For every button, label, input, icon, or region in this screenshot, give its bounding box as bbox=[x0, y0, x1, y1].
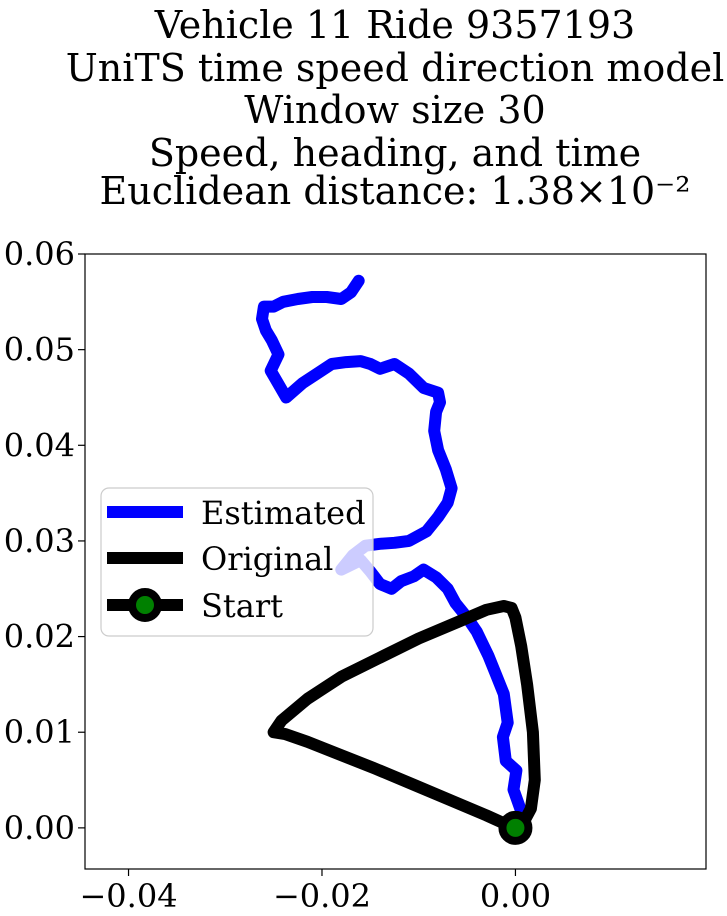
y-tick-label: 0.03 bbox=[4, 522, 75, 560]
y-tick-label: 0.05 bbox=[4, 331, 75, 369]
y-tick-label: 0.04 bbox=[4, 426, 75, 464]
y-axis: 0.00 0.01 0.02 0.03 0.04 0.05 0.06 bbox=[4, 235, 85, 847]
chart-title: Vehicle 11 Ride 9357193 UniTS time speed… bbox=[66, 3, 725, 213]
legend: Estimated Original Start bbox=[100, 487, 374, 637]
plot-frame bbox=[84, 253, 707, 870]
x-tick-label: −0.04 bbox=[79, 877, 177, 915]
x-axis: −0.04 −0.02 0.00 bbox=[79, 869, 551, 915]
y-tick-label: 0.02 bbox=[4, 618, 75, 656]
legend-swatch-start-marker bbox=[128, 588, 162, 622]
y-tick-label: 0.01 bbox=[4, 713, 75, 751]
legend-label-estimated: Estimated bbox=[201, 494, 366, 532]
title-line-4: Speed, heading, and time bbox=[149, 131, 641, 175]
start-marker-layer bbox=[498, 810, 533, 845]
series-layer bbox=[256, 274, 541, 834]
y-tick-label: 0.06 bbox=[4, 235, 75, 273]
legend-label-start: Start bbox=[201, 587, 283, 625]
series-line-original bbox=[267, 600, 541, 834]
legend-label-original: Original bbox=[201, 540, 333, 578]
x-tick-label: −0.02 bbox=[273, 877, 371, 915]
x-tick-label: 0.00 bbox=[480, 877, 551, 915]
title-line-1: Vehicle 11 Ride 9357193 bbox=[154, 3, 635, 47]
title-line-2: UniTS time speed direction model bbox=[66, 46, 725, 90]
y-tick-label: 0.00 bbox=[4, 809, 75, 847]
start-marker bbox=[498, 810, 533, 845]
series-line-estimated bbox=[256, 274, 527, 815]
title-line-3: Window size 30 bbox=[244, 88, 545, 132]
title-line-5: Euclidean distance: 1.38×10⁻² bbox=[100, 169, 691, 213]
